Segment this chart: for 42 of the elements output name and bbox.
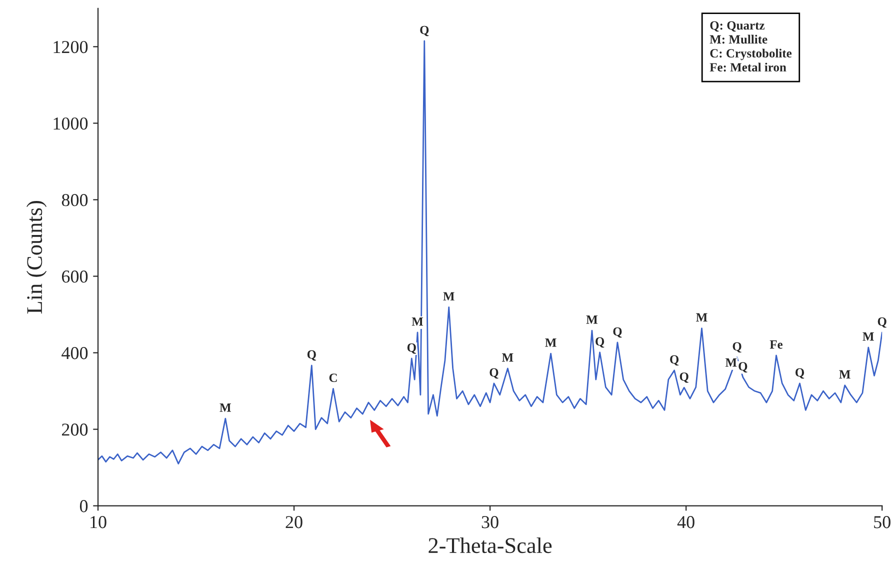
y-tick-label: 600 xyxy=(62,270,88,283)
annotation: Q xyxy=(796,368,804,379)
annotation: M xyxy=(862,332,874,341)
annotation: C: Crystobolite xyxy=(710,48,792,60)
annotation: M xyxy=(696,313,708,322)
x-tick-label: 20 xyxy=(286,516,302,528)
annotation: M xyxy=(725,358,737,367)
annotation: M xyxy=(443,292,454,300)
y-tick-label: 800 xyxy=(62,194,88,206)
annotation: Q xyxy=(307,350,316,361)
x-tick-label: 30 xyxy=(482,516,498,528)
annotation: M: Mullite xyxy=(710,34,768,44)
annotation: M xyxy=(412,317,424,326)
annotation: Q xyxy=(613,327,622,338)
y-tick-label: 0 xyxy=(80,500,88,512)
x-axis-title: 2-Theta-Scale xyxy=(428,537,552,554)
annotation: Q xyxy=(670,355,679,366)
annotation: Q xyxy=(680,372,688,383)
annotation: M xyxy=(545,338,556,347)
y-axis-title: Lin (Counts) xyxy=(26,200,47,314)
annotation: Q xyxy=(878,317,886,328)
annotation: Q xyxy=(490,368,498,379)
annotation: Fe: Metal iron xyxy=(710,62,786,72)
annotation: M xyxy=(586,316,598,324)
x-tick-label: 40 xyxy=(677,516,694,528)
annotation: M xyxy=(502,353,514,362)
annotation: C xyxy=(329,374,337,382)
x-tick-label: 10 xyxy=(90,516,106,528)
annotation: Q xyxy=(732,342,742,353)
annotation: Q xyxy=(596,337,604,348)
annotation: Q xyxy=(738,362,748,372)
annotation: M xyxy=(839,370,850,378)
y-tick-label: 1200 xyxy=(54,40,88,54)
annotation: Q xyxy=(407,343,416,354)
y-tick-label: 1000 xyxy=(54,117,88,130)
x-tick-label: 50 xyxy=(874,516,890,528)
annotation: M xyxy=(220,404,231,412)
annotation: Q: Quartz xyxy=(710,21,765,32)
y-tick-label: 400 xyxy=(62,347,88,360)
annotation: Fe xyxy=(770,340,783,349)
annotation: Q xyxy=(420,26,429,36)
y-tick-label: 200 xyxy=(62,424,88,436)
